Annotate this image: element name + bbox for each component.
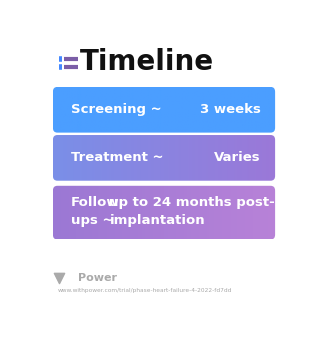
Point — [56, 275, 61, 281]
Text: Screening ~: Screening ~ — [71, 103, 162, 116]
Text: Treatment ~: Treatment ~ — [71, 151, 164, 164]
Text: Power: Power — [78, 273, 117, 283]
Text: 3 weeks: 3 weeks — [200, 103, 261, 116]
Text: www.withpower.com/trial/phase-heart-failure-4-2022-fd7dd: www.withpower.com/trial/phase-heart-fail… — [57, 288, 232, 293]
Text: Varies: Varies — [214, 151, 261, 164]
Text: Follow
ups ~: Follow ups ~ — [71, 196, 120, 227]
Text: up to 24 months post-lvad
implantation: up to 24 months post-lvad implantation — [109, 196, 307, 227]
Text: Timeline: Timeline — [80, 48, 214, 76]
